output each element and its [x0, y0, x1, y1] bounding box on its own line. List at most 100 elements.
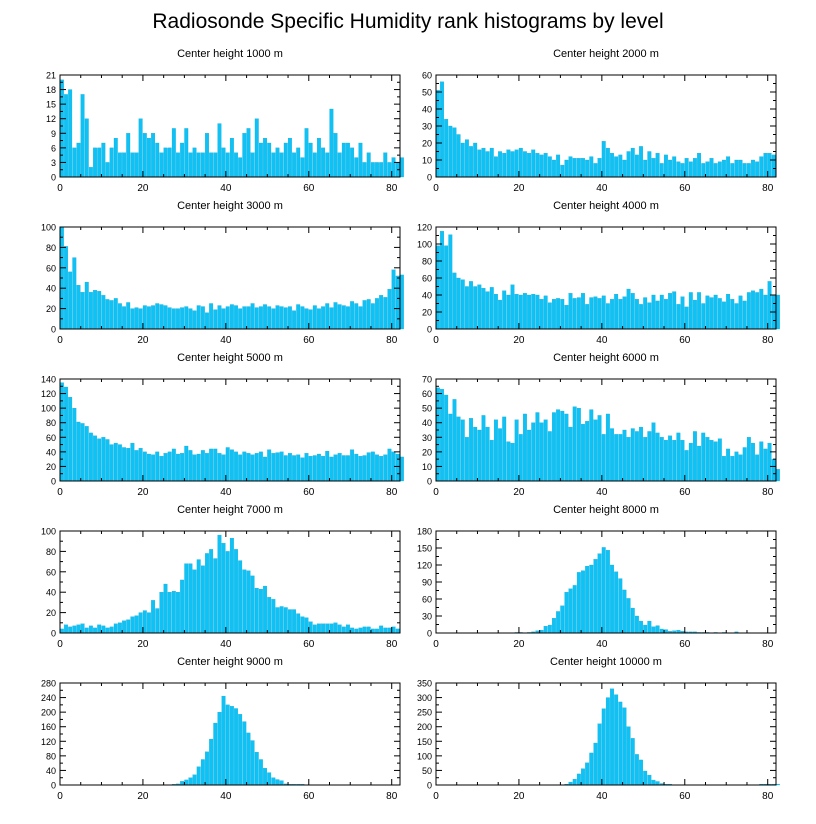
- panel-6-xtick-label-80: 80: [762, 487, 774, 498]
- panel-4-bar-55: [664, 299, 668, 330]
- panel-7-xtick-label-20: 20: [137, 639, 149, 650]
- panel-9-bar-45: [246, 732, 251, 786]
- panel-3-xtick-label-0: 0: [57, 335, 63, 346]
- panel-8-title: Center height 8000 m: [553, 504, 659, 516]
- panel-7-bar-70: [350, 627, 355, 634]
- panel-3-bar-39: [221, 308, 226, 330]
- panel-8-bar-42: [610, 564, 614, 634]
- panel-3-bar-66: [333, 302, 338, 330]
- panel-4-bar-3: [448, 234, 453, 330]
- panel-6-bar-50: [643, 437, 648, 482]
- panel-5-bar-68: [341, 455, 346, 482]
- panel-1-xtick-label-40: 40: [220, 183, 232, 194]
- panel-3-bar-82: [399, 274, 404, 330]
- panel-6-bar-67: [713, 441, 718, 482]
- panel-4-bar-42: [610, 299, 614, 330]
- panel-7-bar-37: [213, 558, 218, 634]
- panel-8-ytick-label-90: 90: [422, 578, 432, 588]
- panel-9-bar-29: [180, 781, 185, 786]
- panel-3-bar-81: [395, 275, 400, 330]
- panel-2-bar-62: [693, 158, 697, 178]
- panel-7-bar-34: [200, 565, 205, 634]
- panel-3-bar-53: [279, 306, 284, 330]
- panel-5-bar-76: [375, 454, 379, 482]
- panel-6-bar-28: [552, 412, 556, 482]
- panel-4-bar-67: [713, 294, 718, 330]
- panel-7-bar-28: [176, 592, 180, 634]
- panel-1-ytick-label-6: 6: [51, 143, 56, 153]
- panel-7-bar-11: [105, 627, 110, 634]
- panel-4-bar-51: [647, 302, 652, 330]
- panel-6-bar-61: [688, 442, 693, 482]
- panel-10-xtick-label-40: 40: [596, 791, 608, 802]
- panel-3-bar-56: [292, 310, 296, 330]
- panel-1-bar-3: [72, 147, 77, 178]
- panel-6-bar-62: [693, 431, 697, 482]
- panel-3-ytick-label-80: 80: [46, 243, 56, 253]
- panel-2-bar-51: [647, 151, 652, 178]
- panel-4-bar-15: [498, 299, 502, 330]
- panel-7-bar-23: [155, 608, 160, 634]
- panel-8-bar-53: [655, 625, 660, 634]
- panel-6-bar-63: [697, 445, 702, 482]
- panel-6-bar-29: [556, 409, 561, 482]
- panel-3-bar-29: [180, 307, 185, 330]
- panel-6-bar-17: [506, 441, 511, 482]
- panel-5-ytick-label-0: 0: [51, 477, 56, 487]
- panel-6-ytick-label-0: 0: [427, 477, 432, 487]
- panel-5-bar-18: [134, 450, 139, 482]
- panel-5-bar-29: [180, 453, 185, 482]
- chart-panel-2: Center height 2000 m 0 20 40 60 80 0 10 20 30 40 50…: [422, 48, 777, 194]
- panel-6-bar-53: [655, 432, 660, 482]
- panel-2-bar-64: [701, 163, 706, 178]
- panel-6-bar-52: [651, 422, 656, 482]
- panel-3-bar-19: [138, 308, 143, 330]
- panel-6-xtick-label-40: 40: [596, 487, 608, 498]
- panel-7-bar-33: [196, 559, 201, 634]
- panel-1-title: Center height 1000 m: [177, 48, 283, 60]
- panel-1-bar-59: [304, 128, 309, 178]
- panel-7-bar-57: [296, 613, 301, 634]
- panel-3-bar-4: [76, 284, 81, 330]
- panel-6-bar-20: [518, 434, 523, 482]
- panel-9-bar-50: [267, 772, 272, 786]
- panel-7-bar-59: [304, 617, 309, 634]
- panel-4-bar-45: [622, 296, 627, 330]
- panel-6-bar-43: [614, 434, 619, 482]
- panel-4-bar-22: [527, 294, 532, 330]
- panel-7-bar-6: [84, 627, 89, 634]
- panel-2-bar-13: [489, 147, 494, 178]
- panel-4-bar-28: [552, 299, 556, 330]
- panel-4-bar-6: [460, 279, 465, 330]
- panel-1-bar-20: [142, 133, 147, 178]
- panel-7-ytick-label-100: 100: [41, 527, 56, 537]
- panel-4-bar-48: [634, 299, 639, 330]
- panel-2-bar-48: [634, 154, 639, 178]
- panel-7-bar-48: [258, 588, 263, 634]
- panel-10-ytick-label-350: 350: [417, 679, 432, 689]
- panel-3-bar-72: [358, 306, 363, 330]
- panel-3-bar-12: [109, 300, 114, 330]
- panel-10-ytick-label-100: 100: [417, 751, 432, 761]
- panel-3-bar-69: [346, 306, 350, 330]
- panel-4-bar-17: [506, 294, 511, 330]
- panel-1-bar-14: [118, 152, 122, 178]
- panel-6-bar-59: [680, 440, 685, 482]
- panel-9-bar-43: [238, 714, 243, 786]
- panel-6-bar-1: [440, 389, 444, 482]
- panel-9-xtick-label-40: 40: [220, 791, 232, 802]
- panel-5-bar-39: [221, 454, 226, 482]
- panel-5-bar-54: [283, 455, 288, 482]
- panel-3-bar-57: [296, 304, 301, 330]
- panel-2-bar-38: [593, 163, 598, 178]
- panel-3-bar-5: [80, 292, 85, 330]
- panel-7-bar-32: [192, 569, 197, 634]
- panel-7-bar-69: [346, 624, 350, 634]
- panel-2-bar-55: [664, 154, 668, 178]
- panel-1-bar-32: [192, 147, 197, 178]
- panel-2-bar-40: [601, 141, 606, 178]
- panel-6-bar-4: [452, 399, 457, 482]
- panel-9-xtick-label-80: 80: [386, 791, 398, 802]
- panel-2-bar-17: [506, 149, 511, 178]
- panel-3-bar-9: [97, 291, 102, 330]
